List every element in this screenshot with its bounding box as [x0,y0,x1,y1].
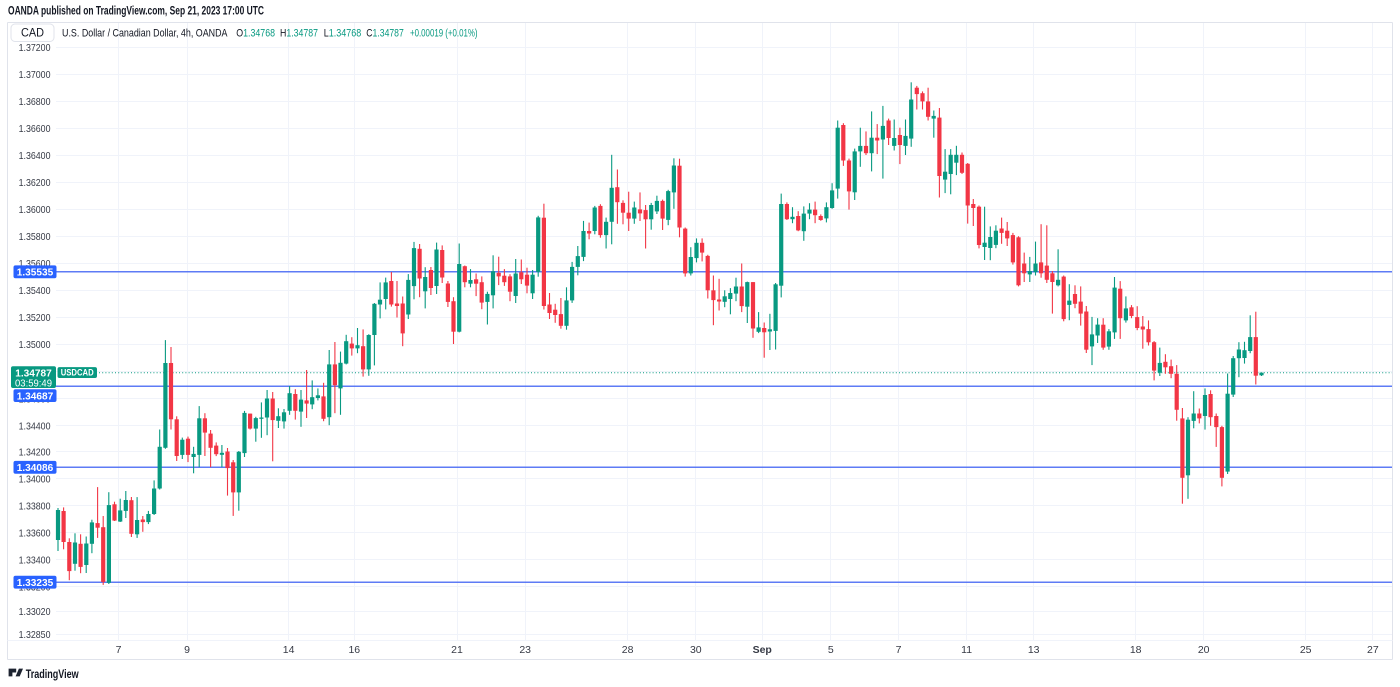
svg-text:14: 14 [283,644,295,656]
svg-text:1.36000: 1.36000 [19,204,51,216]
svg-text:23: 23 [519,644,531,656]
svg-text:27: 27 [1367,644,1379,656]
svg-text:CAD: CAD [21,28,44,40]
svg-text:1.33600: 1.33600 [19,528,51,540]
svg-text:1.37200: 1.37200 [19,42,51,54]
svg-text:1.36400: 1.36400 [19,150,51,162]
svg-text:C1.34787: C1.34787 [366,27,404,39]
svg-text:U.S. Dollar / Canadian Dollar,: U.S. Dollar / Canadian Dollar, 4h, OANDA [62,27,228,39]
svg-text:1.36200: 1.36200 [19,177,51,189]
svg-text:30: 30 [690,644,702,656]
svg-text:1.33400: 1.33400 [19,555,51,567]
svg-text:1.34086: 1.34086 [17,462,54,474]
svg-text:1.35535: 1.35535 [17,267,54,279]
svg-text:25: 25 [1300,644,1312,656]
svg-text:+0.00019 (+0.01%): +0.00019 (+0.01%) [410,27,478,39]
svg-text:1.34000: 1.34000 [19,474,51,486]
svg-text:5: 5 [828,644,834,656]
svg-text:1.36600: 1.36600 [19,123,51,135]
svg-text:16: 16 [348,644,360,656]
svg-text:7: 7 [896,644,902,656]
svg-text:1.33235: 1.33235 [17,577,54,589]
svg-text:1.33800: 1.33800 [19,501,51,513]
svg-text:1.34200: 1.34200 [19,447,51,459]
svg-text:1.35000: 1.35000 [19,339,51,351]
svg-text:9: 9 [184,644,190,656]
svg-text:1.34687: 1.34687 [17,391,54,403]
svg-text:USDCAD: USDCAD [61,367,94,377]
svg-text:1.35400: 1.35400 [19,285,51,297]
svg-text:03:59:49: 03:59:49 [15,379,52,390]
svg-text:TradingView: TradingView [26,667,79,681]
svg-text:11: 11 [961,644,972,656]
svg-text:OANDA published on TradingView: OANDA published on TradingView.com, Sep … [8,5,264,17]
svg-text:1.34787: 1.34787 [15,367,52,379]
svg-text:1.34400: 1.34400 [19,421,51,433]
svg-text:Sep: Sep [753,644,772,656]
svg-text:7: 7 [116,644,122,656]
svg-text:1.36800: 1.36800 [19,96,51,108]
svg-text:13: 13 [1028,644,1040,656]
svg-text:1.33020: 1.33020 [19,606,51,618]
svg-text:1.35200: 1.35200 [19,312,51,324]
svg-text:1.35800: 1.35800 [19,231,51,243]
svg-text:H1.34787: H1.34787 [280,27,318,39]
svg-text:O1.34768: O1.34768 [236,27,275,39]
svg-text:20: 20 [1198,644,1210,656]
svg-text:L1.34768: L1.34768 [324,27,362,39]
svg-text:21: 21 [451,644,463,656]
svg-text:1.37000: 1.37000 [19,69,51,81]
svg-text:18: 18 [1130,644,1142,656]
svg-text:1.32850: 1.32850 [19,629,51,641]
svg-text:28: 28 [622,644,634,656]
